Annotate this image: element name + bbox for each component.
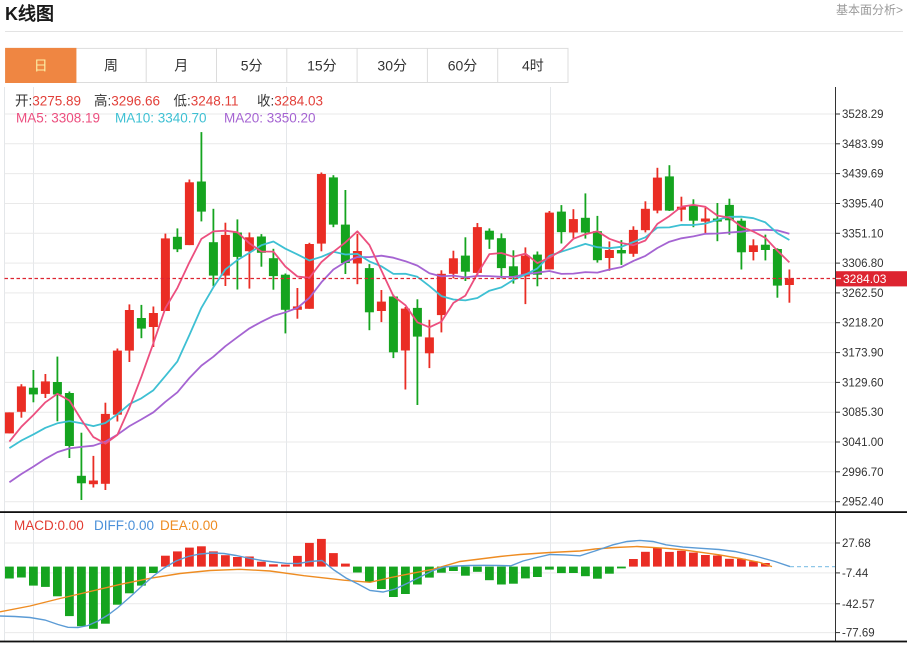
svg-text:3395.40: 3395.40 [842, 199, 884, 211]
svg-text:基本面分析>: 基本面分析> [836, 3, 903, 17]
svg-text:-42.57: -42.57 [842, 599, 875, 611]
svg-text:MA20: 3350.20: MA20: 3350.20 [224, 111, 316, 126]
svg-text:MACD:0.00: MACD:0.00 [14, 518, 84, 533]
svg-text:月: 月 [174, 58, 188, 74]
svg-text:2952.40: 2952.40 [842, 497, 884, 509]
svg-text:MA10: 3340.70: MA10: 3340.70 [115, 111, 207, 126]
svg-text:3528.29: 3528.29 [842, 109, 884, 121]
svg-text:DIFF:0.00: DIFF:0.00 [94, 518, 154, 533]
svg-text:3262.50: 3262.50 [842, 288, 884, 300]
svg-text:DEA:0.00: DEA:0.00 [160, 518, 218, 533]
svg-text:5分: 5分 [241, 58, 263, 74]
svg-text:收:3284.03: 收:3284.03 [257, 94, 323, 109]
svg-text:60分: 60分 [448, 58, 478, 74]
svg-text:4时: 4时 [522, 58, 544, 74]
svg-text:3129.60: 3129.60 [842, 377, 884, 389]
svg-text:日: 日 [34, 58, 48, 74]
svg-text:低:3248.11: 低:3248.11 [174, 94, 239, 109]
svg-text:周: 周 [104, 58, 118, 74]
svg-text:3218.20: 3218.20 [842, 318, 884, 330]
svg-text:3041.00: 3041.00 [842, 437, 884, 449]
svg-text:-7.44: -7.44 [842, 568, 869, 580]
svg-text:3483.99: 3483.99 [842, 139, 884, 151]
svg-text:30分: 30分 [377, 58, 407, 74]
svg-text:2996.70: 2996.70 [842, 467, 884, 479]
svg-text:3284.03: 3284.03 [843, 272, 887, 286]
svg-text:3085.30: 3085.30 [842, 407, 884, 419]
svg-text:3173.90: 3173.90 [842, 348, 884, 360]
svg-text:15分: 15分 [307, 58, 337, 74]
svg-text:K线图: K线图 [5, 3, 54, 24]
svg-text:开:3275.89: 开:3275.89 [15, 94, 81, 109]
svg-text:3306.80: 3306.80 [842, 258, 884, 270]
svg-text:高:3296.66: 高:3296.66 [94, 93, 160, 109]
svg-text:3351.10: 3351.10 [842, 228, 884, 240]
svg-text:-77.69: -77.69 [842, 628, 875, 640]
svg-text:27.68: 27.68 [842, 538, 871, 550]
svg-text:3439.69: 3439.69 [842, 169, 884, 181]
svg-text:MA5: 3308.19: MA5: 3308.19 [16, 111, 100, 126]
